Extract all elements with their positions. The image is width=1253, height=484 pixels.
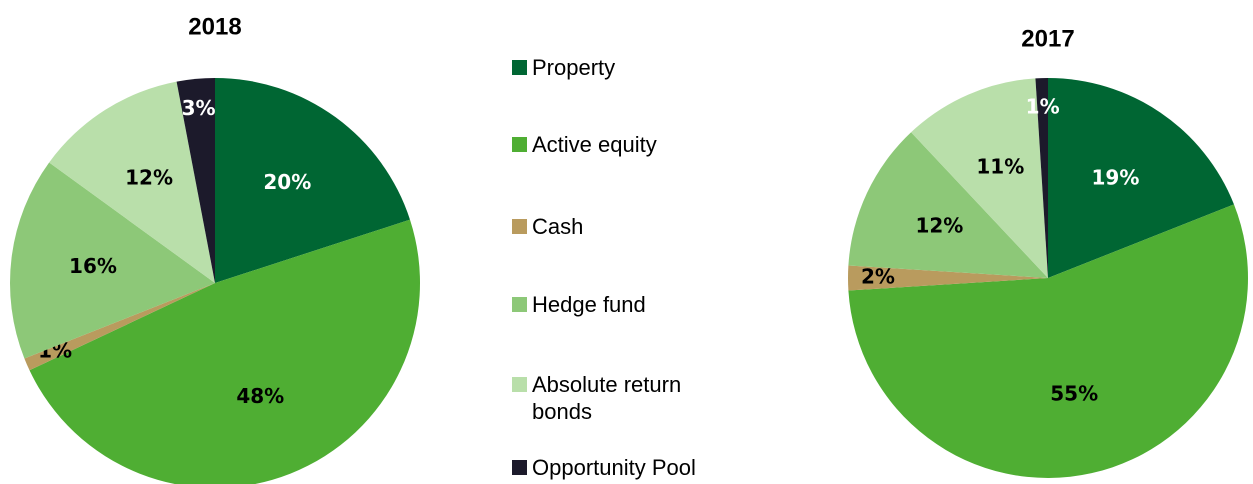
legend-label: Hedge fund	[532, 292, 646, 317]
legend-item: Hedge fund	[512, 291, 752, 318]
data-label: 12%	[125, 166, 173, 190]
legend-swatch	[512, 377, 527, 392]
legend-swatch	[512, 60, 527, 75]
pie-slice	[49, 81, 215, 284]
legend-label: Cash	[532, 214, 584, 239]
legend-label: Absolute return bonds	[532, 372, 682, 424]
legend-label: Active equity	[532, 132, 657, 157]
legend-swatch	[512, 460, 527, 475]
legend-label: Opportunity Pool	[532, 455, 696, 480]
pie-slice	[29, 219, 420, 484]
legend-swatch	[512, 219, 527, 234]
legend-item: Opportunity Pool	[512, 454, 752, 481]
data-label: 16%	[69, 254, 117, 278]
legend-item: Property	[512, 54, 752, 81]
pie-slice	[848, 132, 1048, 278]
legend-item: Cash	[512, 213, 752, 240]
data-label: 48%	[236, 384, 284, 408]
data-label: 19%	[1092, 165, 1140, 189]
data-label: 1%	[1026, 95, 1060, 119]
data-label: 12%	[915, 213, 963, 237]
pie-slice	[1035, 78, 1048, 278]
pie-slice	[1048, 78, 1234, 278]
pie-slice	[848, 204, 1248, 479]
pie-slice	[215, 78, 410, 283]
data-label: 55%	[1050, 382, 1098, 406]
legend-item: Active equity	[512, 131, 752, 158]
data-label: 2%	[861, 265, 895, 289]
pie-slice	[911, 78, 1048, 278]
legend-item: Absolute return bonds	[512, 371, 752, 425]
legend-label: Property	[532, 55, 616, 80]
pie-slice	[9, 162, 216, 359]
data-label: 11%	[976, 154, 1024, 178]
data-label: 3%	[182, 96, 216, 120]
pie-slice	[848, 265, 1048, 291]
pie-title: 2018	[188, 13, 241, 40]
legend-swatch	[512, 297, 527, 312]
pie-title: 2017	[1021, 25, 1074, 52]
pie-slice	[176, 78, 215, 283]
data-label: 20%	[263, 170, 311, 194]
legend-swatch	[512, 137, 527, 152]
pie-slice	[24, 283, 216, 371]
